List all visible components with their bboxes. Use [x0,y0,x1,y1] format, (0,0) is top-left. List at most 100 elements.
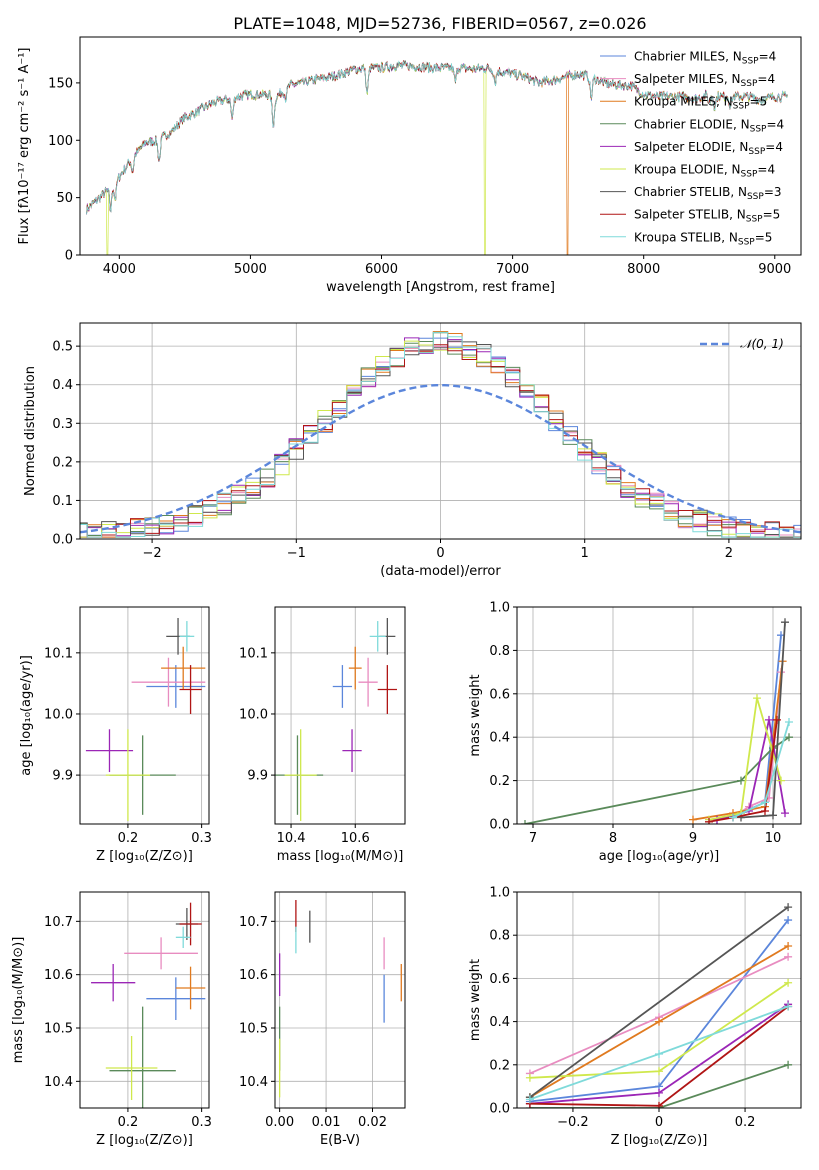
legend-entry: Kroupa MILES, NSSP=5 [634,95,767,112]
weight-line-6 [529,906,789,1098]
y-tick-label: 9.9 [52,769,73,784]
weight-line-7 [708,719,778,823]
weight-line-3 [529,1063,789,1108]
panel-spectrum: 4000 5000 6000 7000 8000 9000 0 50 100 150 wavelen… [17,36,802,295]
weight-marker [655,1050,663,1058]
plot-area [525,903,793,1108]
error-bar-point-4 [85,729,134,773]
weight-marker [769,811,777,820]
x-tick-label: 10.6 [341,831,370,846]
weight-marker [784,903,793,912]
plot-area [275,618,397,821]
weight-marker [655,1088,663,1097]
x-tick-label: 0.2 [118,831,139,846]
y-tick-label: 0.6 [489,687,510,702]
panel-residuals: −2 −1 0 1 2 0.0 0.1 0.2 0.3 0.4 0.5 (data-model)/er… [23,322,802,579]
histogram-7 [80,344,801,538]
x-axis-label: E(B-V) [320,1133,360,1148]
error-bar-point-5 [284,729,317,821]
error-bar-point-7 [179,902,202,946]
weight-marker [784,916,793,925]
x-axis-label: wavelength [Angstrom, rest frame] [326,280,555,295]
axes-frame [79,322,802,540]
error-bar-point-4 [342,729,362,773]
y-tick-label: 0.1 [52,494,73,509]
y-tick-label: 10.4 [239,1075,268,1090]
panel-mass-weight-vs-age: 7 8 9 10 0.0 0.2 0.4 0.6 0.8 1.0 age [log₁₀(age/yr… [468,601,802,864]
x-tick-label: 5000 [234,262,267,277]
error-bar-point-1 [131,657,206,707]
x-tick-label: 9000 [758,262,791,277]
weight-marker [753,694,761,703]
error-bar-point-5 [105,1036,158,1100]
x-tick-label: 10.4 [277,831,306,846]
x-tick-label: 0.3 [191,1115,212,1130]
axes-frame [516,606,802,825]
y-tick-label: 0.6 [489,972,510,987]
y-tick-label: 50 [56,191,73,206]
y-tick-label: 0.3 [52,417,73,432]
y-tick-label: 10.1 [44,646,73,661]
error-bar-point-4 [91,964,136,1002]
x-tick-label: 0.3 [191,831,212,846]
panel-mass-weight-vs-Z: −0.2 0 0.2 0.0 0.2 0.4 0.6 0.8 1.0 Z [log₁₀(Z/Z⊙)… [468,886,802,1148]
y-tick-label: 10.0 [239,707,268,722]
y-axis-label: Normed distribution [23,366,38,496]
legend-entry: Salpeter STELIB, NSSP=5 [634,208,780,225]
x-tick-label: 0.00 [265,1115,294,1130]
x-tick-label: 0 [436,546,444,561]
axes-frame [516,891,802,1109]
y-tick-label: 1.0 [489,601,510,616]
weight-marker [784,978,793,987]
y-axis-label: age [log₁₀(age/yr)] [19,655,34,776]
x-tick-label: 0.2 [735,1115,756,1130]
x-tick-label: 0 [655,1115,663,1130]
y-tick-label: 0.2 [52,455,73,470]
weight-marker [729,813,737,822]
panel-mass-vs-Z: 0.2 0.3 10.4 10.5 10.6 10.7 Z [log₁₀(Z/Z⊙)] mas… [11,891,212,1148]
error-bar-point-1 [358,657,378,707]
panel-mass-vs-ebv: 0.00 0.01 0.02 10.4 10.5 10.6 10.7 E(B-V) [239,891,406,1148]
y-tick-label: 10.7 [239,915,268,930]
y-axis-label: mass [log₁₀(M/M⊙)] [11,937,26,1064]
gaussian-curve [80,383,801,534]
y-tick-label: 0.0 [489,818,510,833]
weight-marker [655,1017,663,1026]
y-tick-label: 10.7 [44,915,73,930]
weight-line-5 [708,697,782,821]
figure-title: PLATE=1048, MJD=52736, FIBERID=0567, z=0… [233,14,646,33]
weight-marker [785,718,793,727]
legend-entry: Chabrier MILES, NSSP=4 [634,50,776,67]
weight-marker [761,806,769,815]
x-axis-label: age [log₁₀(age/yr)] [599,849,720,864]
legend-entry: Kroupa ELODIE, NSSP=4 [634,163,775,180]
axes-frame [79,891,210,1109]
y-tick-label: 10.5 [44,1022,73,1037]
error-bar-point-0 [146,665,206,708]
y-tick-label: 0.8 [489,644,510,659]
weight-marker [777,776,785,785]
y-tick-label: 0.4 [52,378,73,393]
weight-marker [705,817,713,824]
panel-age-vs-Z: 0.2 0.3 9.9 10.0 10.1 Z [log₁₀(Z/Z⊙)] age [log… [19,606,212,864]
y-tick-label: 0.5 [52,340,73,355]
weight-marker [784,1002,793,1011]
y-tick-label: 0.0 [489,1102,510,1117]
weight-marker [784,1060,793,1069]
error-bar-point-5 [105,729,151,821]
weight-marker [761,798,769,807]
y-tick-label: 1.0 [489,886,510,901]
weight-marker [765,715,773,724]
error-bar-point-7 [377,665,397,714]
axes-frame [274,891,406,1109]
error-bar-point-8 [179,621,195,652]
plot-area [86,60,788,255]
x-tick-label: 0.2 [118,1115,139,1130]
x-axis-label: Z [log₁₀(Z/Z⊙)] [96,849,193,864]
y-tick-label: 0.0 [52,533,73,548]
weight-marker [655,1067,663,1076]
legend-entry: Salpeter MILES, NSSP=4 [634,72,775,89]
x-axis-label: mass [log₁₀(M/M⊙)] [277,849,404,864]
x-tick-label: −2 [143,546,162,561]
